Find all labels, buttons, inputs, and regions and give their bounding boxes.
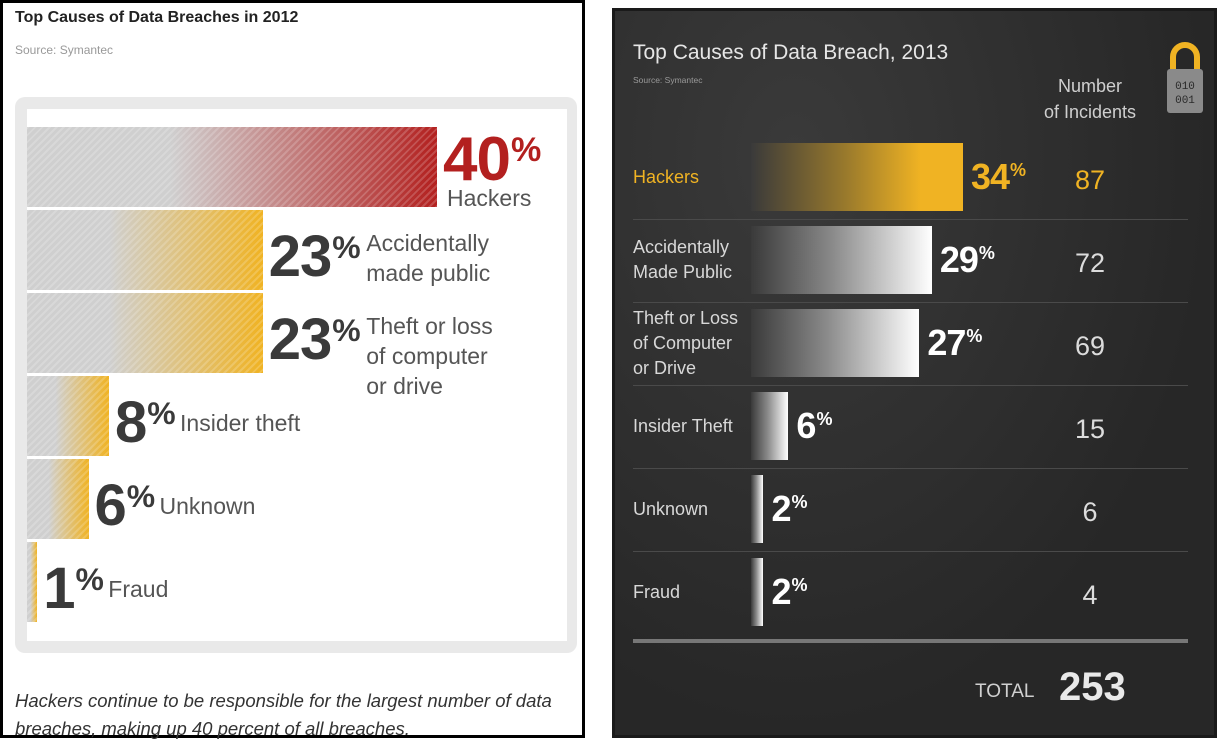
category-label: Hackers bbox=[633, 166, 700, 187]
bar bbox=[751, 392, 789, 460]
category-label: Theft or loss of computer or drive bbox=[366, 313, 493, 399]
category-label: Fraud bbox=[108, 576, 169, 602]
value-label: 1% bbox=[43, 556, 104, 621]
value-label: 23% bbox=[268, 307, 361, 372]
incident-count: 72 bbox=[1074, 248, 1106, 278]
bar bbox=[27, 293, 263, 373]
chart-source: Source: Symantec bbox=[633, 75, 703, 85]
bar bbox=[27, 376, 109, 456]
category-label: Insider theft bbox=[180, 410, 301, 436]
bar bbox=[751, 558, 764, 626]
incidents-column-header: Number of Incidents bbox=[1043, 76, 1137, 122]
category-label: Fraud bbox=[633, 581, 681, 602]
bar bbox=[27, 210, 263, 290]
category-label: Accidentally Made Public bbox=[633, 237, 733, 282]
value-label: 27% bbox=[927, 322, 982, 363]
chart-title: Top Causes of Data Breaches in 2012 bbox=[15, 9, 299, 26]
bar bbox=[751, 226, 932, 294]
svg-text:010: 010 bbox=[1175, 81, 1195, 93]
chart-caption: Hackers continue to be responsible for t… bbox=[15, 690, 552, 739]
category-label: Unknown bbox=[159, 493, 256, 519]
bar bbox=[751, 309, 920, 377]
lock-icon: 010 001 bbox=[1167, 42, 1203, 113]
row-divider bbox=[633, 385, 1188, 386]
total-label: TOTAL bbox=[975, 681, 1035, 702]
bar bbox=[27, 127, 437, 207]
total-rule bbox=[633, 639, 1188, 643]
bar bbox=[751, 143, 963, 211]
value-label: 2% bbox=[771, 571, 807, 612]
chart-2013-panel: Top Causes of Data Breach, 2013 Source: … bbox=[612, 8, 1217, 738]
value-label: 23% bbox=[268, 224, 361, 289]
row-divider bbox=[633, 468, 1188, 469]
value-label: 8% bbox=[115, 390, 176, 455]
total-value: 253 bbox=[1059, 665, 1126, 709]
value-label: 40% bbox=[443, 125, 541, 194]
row-divider bbox=[633, 551, 1188, 552]
svg-text:001: 001 bbox=[1175, 95, 1195, 107]
incident-count: 6 bbox=[1082, 497, 1098, 527]
row-divider bbox=[633, 219, 1188, 220]
incident-count: 87 bbox=[1074, 165, 1106, 195]
incident-count: 4 bbox=[1082, 580, 1098, 610]
chart-2012-panel: Top Causes of Data Breaches in 2012 Sour… bbox=[0, 0, 585, 739]
value-label: 34% bbox=[971, 156, 1026, 197]
category-label: Theft or Loss of Computer or Drive bbox=[633, 307, 739, 378]
value-label: 6% bbox=[796, 405, 832, 446]
incident-count: 15 bbox=[1074, 414, 1106, 444]
bar bbox=[27, 459, 89, 539]
value-label: 29% bbox=[939, 239, 995, 280]
category-label: Unknown bbox=[633, 498, 709, 519]
chart-title: Top Causes of Data Breach, 2013 bbox=[633, 41, 949, 64]
value-label: 6% bbox=[94, 473, 156, 538]
category-label: Insider Theft bbox=[633, 415, 733, 436]
value-label: 2% bbox=[771, 488, 807, 529]
bar bbox=[27, 542, 38, 622]
category-label: Hackers bbox=[447, 185, 532, 211]
bar bbox=[751, 475, 764, 543]
chart-source: Source: Symantec bbox=[15, 43, 114, 57]
row-divider bbox=[633, 302, 1188, 303]
category-label: Accidentally made public bbox=[366, 230, 491, 286]
incident-count: 69 bbox=[1074, 331, 1106, 361]
